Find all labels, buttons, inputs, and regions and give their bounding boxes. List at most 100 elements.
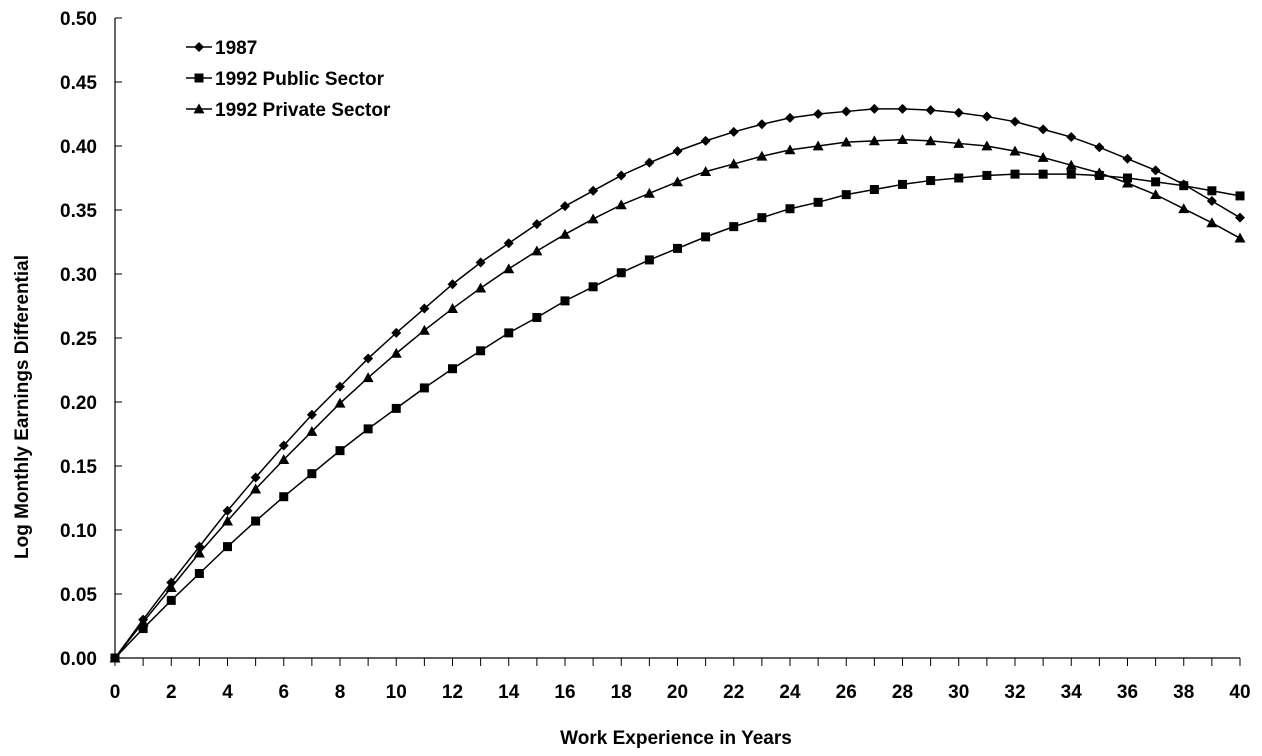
- data-point-diamond: [1010, 116, 1020, 127]
- data-point-diamond: [475, 257, 486, 268]
- data-point-diamond: [785, 112, 795, 123]
- data-point-square: [616, 268, 626, 278]
- data-point-square: [138, 624, 148, 634]
- data-point-square: [785, 204, 795, 214]
- data-point-triangle: [418, 324, 430, 335]
- data-point-square: [813, 197, 823, 207]
- data-point-diamond: [1038, 124, 1049, 135]
- x-axis-title: Work Experience in Years: [560, 728, 792, 749]
- data-point-diamond: [1235, 212, 1245, 223]
- data-point-triangle: [981, 140, 993, 151]
- data-point-triangle: [137, 616, 149, 627]
- data-point-triangle: [756, 150, 768, 161]
- data-point-square: [1151, 177, 1161, 187]
- data-point-diamond: [1150, 165, 1161, 176]
- series-1992-public-sector: [110, 169, 1245, 663]
- data-point-triangle: [362, 372, 374, 383]
- data-point-diamond: [644, 157, 655, 168]
- data-point-diamond: [503, 238, 514, 249]
- y-tick-label: 0.40: [60, 137, 97, 158]
- data-point-triangle: [503, 263, 515, 274]
- data-point-square: [532, 313, 542, 323]
- data-point-triangle: [1150, 189, 1162, 200]
- data-point-square: [926, 176, 936, 186]
- data-point-square: [363, 424, 373, 434]
- data-point-diamond: [306, 409, 317, 420]
- data-point-triangle: [165, 582, 177, 592]
- data-point-diamond: [841, 106, 852, 117]
- data-point-triangle: [868, 135, 880, 146]
- data-point-diamond: [1122, 153, 1133, 164]
- series-group: [109, 103, 1246, 663]
- y-tick-label: 0.45: [60, 73, 97, 94]
- x-tick-label: 10: [386, 682, 407, 703]
- data-point-square: [1235, 191, 1245, 201]
- y-tick-label: 0.30: [60, 265, 97, 286]
- data-point-diamond: [335, 381, 345, 392]
- x-tick-label: 8: [335, 682, 346, 703]
- data-point-triangle: [1206, 217, 1218, 228]
- data-point-diamond: [925, 105, 936, 116]
- data-point-triangle: [700, 166, 712, 176]
- data-point-triangle: [1009, 145, 1021, 156]
- legend-item-1992-public-sector: 1992 Public Sector: [186, 69, 385, 90]
- data-point-square: [869, 185, 879, 195]
- data-point-square: [391, 403, 401, 413]
- legend: 1987 1992 Public Sector 1992 Private Secto…: [186, 38, 391, 121]
- x-tick-label: 4: [222, 682, 233, 703]
- data-point-triangle: [447, 303, 458, 313]
- data-point-square: [504, 328, 514, 338]
- y-axis-title: Log Monthly Earnings Differential: [12, 255, 33, 559]
- data-point-square: [841, 190, 851, 200]
- data-point-square: [194, 73, 204, 83]
- x-tick-label: 22: [723, 682, 744, 703]
- data-point-square: [448, 364, 457, 374]
- data-point-diamond: [363, 353, 374, 364]
- data-point-triangle: [615, 199, 627, 210]
- series-1992-private-sector: [109, 134, 1246, 663]
- data-point-diamond: [672, 146, 683, 157]
- y-tick-label: 0.15: [60, 457, 97, 478]
- data-point-triangle: [728, 158, 740, 169]
- y-tick-label: 0.25: [60, 329, 97, 350]
- legend-label: 1992 Public Sector: [215, 69, 385, 90]
- data-point-triangle: [840, 136, 852, 147]
- data-point-square: [419, 383, 429, 393]
- data-point-square: [279, 492, 289, 502]
- data-point-diamond: [953, 107, 964, 118]
- legend-label: 1992 Private Sector: [215, 100, 391, 121]
- data-point-diamond: [1206, 196, 1217, 207]
- data-point-square: [701, 232, 711, 242]
- x-tick-label: 24: [779, 682, 801, 703]
- data-point-triangle: [672, 176, 683, 187]
- data-point-square: [1207, 186, 1217, 196]
- data-point-diamond: [981, 111, 992, 122]
- data-point-triangle: [193, 103, 205, 114]
- data-point-triangle: [193, 547, 205, 558]
- data-point-square: [307, 469, 317, 479]
- data-point-square: [644, 255, 654, 265]
- data-point-triangle: [559, 228, 571, 239]
- data-point-diamond: [756, 119, 767, 130]
- y-tick-label: 0.00: [60, 649, 97, 670]
- y-tick-label: 0.20: [60, 393, 97, 414]
- series-line-1987: [114, 108, 1241, 659]
- x-tick-label: 30: [948, 682, 969, 703]
- data-point-triangle: [897, 134, 908, 144]
- data-point-triangle: [222, 515, 233, 526]
- data-point-diamond: [531, 219, 542, 230]
- data-point-square: [251, 516, 261, 526]
- data-point-square: [194, 569, 204, 579]
- data-point-triangle: [306, 425, 318, 436]
- y-tick-label: 0.35: [60, 201, 97, 222]
- x-tick-label: 40: [1229, 682, 1250, 703]
- data-point-triangle: [1234, 232, 1246, 243]
- data-point-triangle: [1178, 203, 1190, 214]
- data-point-triangle: [531, 245, 543, 256]
- data-point-triangle: [250, 483, 262, 494]
- data-point-square: [335, 446, 345, 456]
- legend-item-1992-private-sector: 1992 Private Sector: [186, 100, 391, 121]
- x-tick-label: 14: [498, 682, 520, 703]
- series-line-1992-private-sector: [114, 138, 1241, 659]
- data-point-triangle: [278, 454, 290, 464]
